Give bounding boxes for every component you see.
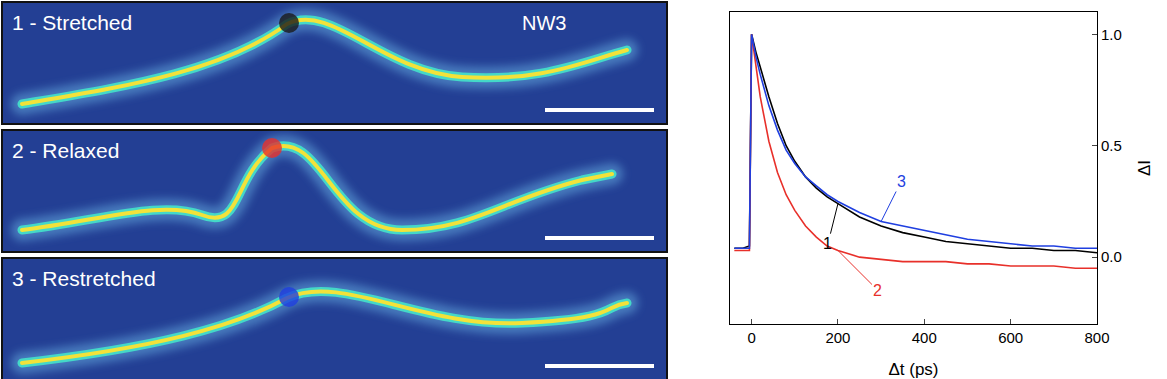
svg-text:2 - Relaxed: 2 - Relaxed xyxy=(12,139,119,162)
svg-text:1: 1 xyxy=(823,235,832,252)
svg-text:2: 2 xyxy=(873,282,882,299)
svg-text:Δt (ps): Δt (ps) xyxy=(888,360,938,379)
svg-text:ΔI: ΔI xyxy=(1135,160,1154,176)
svg-text:800: 800 xyxy=(1084,329,1109,346)
svg-text:NW3: NW3 xyxy=(522,12,566,34)
svg-text:3 - Restretched: 3 - Restretched xyxy=(12,267,156,290)
svg-text:600: 600 xyxy=(998,329,1023,346)
svg-text:0: 0 xyxy=(747,329,755,346)
svg-text:200: 200 xyxy=(825,329,850,346)
svg-text:400: 400 xyxy=(912,329,937,346)
svg-text:0.0: 0.0 xyxy=(1101,248,1122,265)
svg-text:1 - Stretched: 1 - Stretched xyxy=(12,11,132,34)
svg-text:0.5: 0.5 xyxy=(1101,137,1122,154)
svg-text:1.0: 1.0 xyxy=(1101,26,1122,43)
svg-text:3: 3 xyxy=(897,173,906,190)
